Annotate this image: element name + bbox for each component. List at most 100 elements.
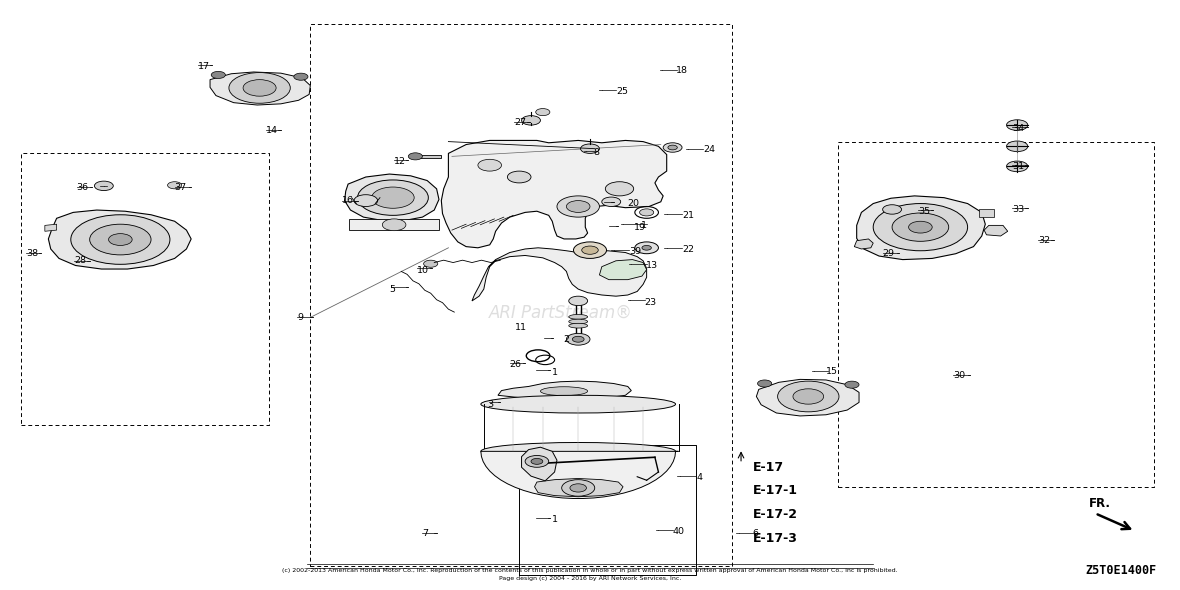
Circle shape: [382, 219, 406, 231]
Circle shape: [642, 245, 651, 250]
Text: 38: 38: [26, 249, 38, 258]
Text: Page design (c) 2004 - 2016 by ARI Network Services, Inc.: Page design (c) 2004 - 2016 by ARI Netwo…: [499, 576, 681, 581]
Polygon shape: [441, 140, 667, 248]
Circle shape: [570, 484, 586, 492]
Text: E-17-3: E-17-3: [753, 532, 798, 545]
Circle shape: [372, 187, 414, 208]
Text: 36: 36: [77, 183, 88, 192]
Text: 6: 6: [753, 529, 759, 539]
Circle shape: [294, 73, 308, 80]
Text: ARI PartStream®: ARI PartStream®: [489, 304, 632, 322]
Circle shape: [536, 109, 550, 116]
Text: 23: 23: [644, 297, 656, 307]
Circle shape: [758, 380, 772, 387]
Text: 40: 40: [673, 526, 684, 536]
Circle shape: [778, 381, 839, 412]
Circle shape: [602, 197, 621, 206]
Text: 28: 28: [74, 256, 86, 266]
Text: 9: 9: [297, 313, 303, 322]
Ellipse shape: [569, 314, 588, 319]
Circle shape: [1007, 141, 1028, 152]
Circle shape: [1007, 161, 1028, 172]
Text: 39: 39: [629, 247, 641, 257]
Text: 18: 18: [676, 66, 688, 76]
Circle shape: [557, 196, 599, 217]
Circle shape: [663, 143, 682, 152]
Circle shape: [909, 221, 932, 233]
Circle shape: [883, 205, 902, 214]
Text: 11: 11: [514, 323, 526, 332]
Circle shape: [640, 209, 654, 216]
Circle shape: [71, 215, 170, 264]
Text: 1: 1: [552, 514, 558, 524]
Text: 17: 17: [198, 61, 210, 71]
Text: 1: 1: [641, 221, 647, 230]
Polygon shape: [210, 72, 310, 105]
Circle shape: [243, 80, 276, 96]
Text: 7: 7: [422, 529, 428, 539]
Text: 16: 16: [342, 196, 354, 205]
Text: 14: 14: [266, 126, 277, 136]
Circle shape: [94, 181, 113, 191]
Text: 25: 25: [616, 87, 628, 96]
Circle shape: [605, 182, 634, 196]
Text: 33: 33: [1012, 205, 1024, 214]
Circle shape: [90, 224, 151, 255]
Circle shape: [109, 234, 132, 245]
Ellipse shape: [569, 323, 588, 328]
Text: E-17: E-17: [753, 461, 784, 474]
Text: 10: 10: [417, 266, 428, 275]
Text: FR.: FR.: [1089, 497, 1110, 510]
Text: 37: 37: [175, 183, 186, 192]
Text: 35: 35: [918, 206, 930, 216]
Polygon shape: [979, 209, 994, 217]
Ellipse shape: [569, 319, 588, 324]
Polygon shape: [349, 219, 439, 230]
Circle shape: [845, 381, 859, 388]
Polygon shape: [535, 478, 623, 497]
Circle shape: [531, 458, 543, 464]
Circle shape: [566, 333, 590, 345]
Text: 19: 19: [634, 222, 645, 232]
Text: 5: 5: [389, 284, 395, 294]
Circle shape: [358, 180, 428, 215]
Circle shape: [566, 201, 590, 212]
Polygon shape: [481, 451, 678, 499]
Polygon shape: [498, 381, 631, 400]
Polygon shape: [854, 239, 873, 249]
Text: (c) 2002-2013 American Honda Motor Co., Inc. Reproduction of the contents of thi: (c) 2002-2013 American Honda Motor Co., …: [282, 569, 898, 573]
Circle shape: [211, 71, 225, 78]
Circle shape: [635, 242, 658, 254]
Text: 8: 8: [594, 148, 599, 157]
Text: 31: 31: [1012, 162, 1024, 171]
Text: 27: 27: [514, 118, 526, 127]
Circle shape: [873, 204, 968, 251]
Circle shape: [1007, 120, 1028, 130]
Circle shape: [522, 116, 540, 125]
Circle shape: [573, 242, 607, 258]
Circle shape: [408, 153, 422, 160]
Circle shape: [168, 182, 182, 189]
Text: 24: 24: [703, 145, 715, 155]
Text: 4: 4: [696, 473, 702, 483]
Circle shape: [507, 171, 531, 183]
Text: 3: 3: [487, 399, 493, 409]
Text: 1: 1: [552, 368, 558, 378]
Polygon shape: [599, 260, 647, 280]
Text: 15: 15: [826, 367, 838, 376]
Text: Z5T0E1400F: Z5T0E1400F: [1086, 564, 1156, 577]
Circle shape: [572, 336, 584, 342]
Text: 22: 22: [682, 245, 694, 254]
Text: 12: 12: [394, 157, 406, 166]
Polygon shape: [857, 196, 985, 260]
Text: 21: 21: [682, 211, 694, 220]
Circle shape: [668, 145, 677, 150]
Polygon shape: [345, 174, 439, 221]
Text: E-17-2: E-17-2: [753, 508, 798, 521]
Ellipse shape: [481, 442, 675, 460]
Circle shape: [229, 73, 290, 103]
Ellipse shape: [540, 387, 588, 396]
Text: 26: 26: [510, 359, 522, 369]
Circle shape: [793, 389, 824, 404]
Text: 34: 34: [1012, 123, 1024, 133]
